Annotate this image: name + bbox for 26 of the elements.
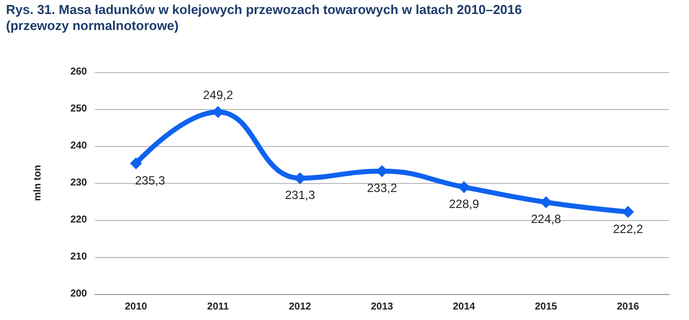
chart-title: Rys. 31. Masa ładunków w kolejowych przewozach towarowych w latach 2010–2016 (przewozy normalnotorowe) bbox=[6, 2, 523, 34]
data-label: 233,2 bbox=[366, 181, 398, 196]
point bbox=[540, 196, 552, 208]
y-tick-label: 210 bbox=[70, 252, 88, 262]
data-label: 224,8 bbox=[530, 212, 562, 226]
x-tick-label: 2013 bbox=[370, 302, 394, 312]
y-axis-title: mln ton bbox=[32, 164, 44, 202]
y-tick-label: 240 bbox=[70, 140, 88, 152]
y-tick-label: 220 bbox=[70, 214, 88, 226]
data-label: 228,9 bbox=[448, 197, 480, 212]
x-tick-label: 2016 bbox=[616, 302, 640, 312]
data-label: 231,3 bbox=[284, 188, 316, 202]
x-tick-label: 2011 bbox=[207, 302, 230, 312]
point bbox=[130, 157, 142, 170]
x-tick-label: 2012 bbox=[288, 302, 312, 312]
x-tick-label: 2014 bbox=[452, 302, 476, 312]
data-label: 235,3 bbox=[134, 173, 166, 188]
data-label: 222,2 bbox=[612, 222, 644, 236]
y-tick-label: 260 bbox=[70, 66, 88, 78]
x-tick-label: 2015 bbox=[534, 302, 558, 312]
y-tick-label: 200 bbox=[70, 288, 88, 300]
data-label: 249,2 bbox=[202, 88, 234, 102]
x-tick-label: 2010 bbox=[124, 302, 148, 312]
point bbox=[458, 181, 470, 194]
y-tick-label: 250 bbox=[70, 104, 88, 114]
y-tick-label: 230 bbox=[70, 178, 88, 188]
